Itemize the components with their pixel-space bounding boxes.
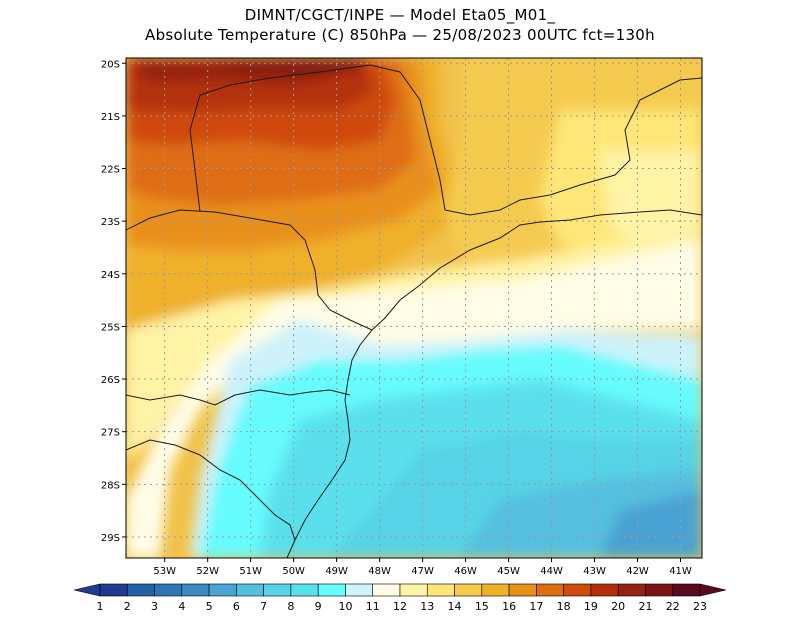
map-title-line1: DIMNT/CGCT/INPE — Model Eta05_M01_	[244, 6, 556, 24]
lat-label: 20S	[101, 59, 120, 70]
latitude-labels: 20S 21S 22S 23S 24S 25S 26S 27S 28S 29S	[101, 59, 126, 544]
colorbar-segment	[481, 583, 510, 597]
colorbar-label: 5	[206, 600, 213, 613]
graticule	[126, 58, 702, 558]
colorbar-segment	[290, 583, 319, 597]
colorbar-segment	[345, 583, 374, 597]
colorbar-segment	[372, 583, 401, 597]
colorbar-segment	[236, 583, 264, 597]
colorbar-label: 19	[584, 600, 598, 613]
colorbar-segment	[590, 583, 619, 597]
lon-label: 48W	[368, 566, 391, 577]
colorbar-label: 22	[666, 600, 680, 613]
colorbar-segment	[154, 583, 183, 597]
colorbar-label: 20	[611, 600, 625, 613]
colorbar-label: 11	[366, 600, 380, 613]
lat-label: 21S	[101, 112, 120, 123]
lon-label: 45W	[497, 566, 520, 577]
lon-label: 53W	[153, 566, 176, 577]
colorbar-segments	[73, 583, 727, 597]
colorbar-segment	[645, 583, 674, 597]
coastline-and-borders	[126, 64, 702, 558]
colorbar-segment	[208, 583, 237, 597]
colorbar-segment	[181, 583, 210, 597]
colorbar-arrow-right	[699, 583, 727, 597]
lon-label: 42W	[626, 566, 649, 577]
colorbar-segment	[617, 583, 646, 597]
colorbar-label: 23	[693, 600, 707, 613]
colorbar-label: 10	[338, 600, 352, 613]
lat-label: 25S	[101, 322, 120, 333]
colorbar-label: 12	[393, 600, 407, 613]
map-frame	[125, 57, 703, 559]
lon-label: 44W	[540, 566, 563, 577]
colorbar-segment	[399, 583, 428, 597]
lat-label: 24S	[101, 270, 120, 281]
lon-label: 51W	[239, 566, 262, 577]
colorbar-segment	[563, 583, 592, 597]
lat-label: 27S	[101, 428, 120, 439]
colorbar-label: 17	[529, 600, 543, 613]
colorbar-label: 21	[638, 600, 652, 613]
colorbar-segment	[126, 583, 155, 597]
colorbar-label: 18	[557, 600, 571, 613]
colorbar-label: 6	[233, 600, 240, 613]
lon-label: 47W	[411, 566, 434, 577]
lon-label: 49W	[325, 566, 348, 577]
colorbar-label: 1	[97, 600, 104, 613]
colorbar-segment	[426, 583, 455, 597]
longitude-labels: 53W 52W 51W 50W 49W 48W 47W 46W 45W 44W 43W 42W 41W	[153, 558, 692, 577]
map-title-line2: Absolute Temperature (C) 850hPa — 25/08/…	[145, 26, 655, 44]
colorbar-label: 3	[151, 600, 158, 613]
colorbar-label: 13	[420, 600, 434, 613]
colorbar-segment	[99, 583, 128, 597]
lon-label: 52W	[196, 566, 219, 577]
colorbar-segment	[508, 583, 537, 597]
lon-label: 41W	[669, 566, 692, 577]
colorbar-segment	[536, 583, 564, 597]
colorbar-segment	[672, 583, 701, 597]
lat-label: 23S	[101, 217, 120, 228]
colorbar-label: 7	[260, 600, 267, 613]
lat-label: 28S	[101, 480, 120, 491]
lon-label: 43W	[583, 566, 606, 577]
colorbar-label: 9	[315, 600, 322, 613]
lon-label: 46W	[454, 566, 477, 577]
colorbar-arrow-left	[73, 583, 101, 597]
colorbar-label: 16	[502, 600, 516, 613]
colorbar-segment	[317, 583, 346, 597]
colorbar-labels: 1 2 3 4 5 6 7 8 9 10 11 12 13 14 15 16 17 18 19 20 21 22 23	[97, 600, 708, 613]
colorbar-segment	[263, 583, 292, 597]
lat-label: 22S	[101, 165, 120, 176]
colorbar-label: 15	[475, 600, 489, 613]
colorbar-segment	[454, 583, 483, 597]
lon-label: 50W	[282, 566, 305, 577]
colorbar-label: 8	[287, 600, 294, 613]
colorbar-label: 14	[448, 600, 462, 613]
lat-label: 26S	[101, 375, 120, 386]
colorbar-label: 4	[178, 600, 185, 613]
lat-label: 29S	[101, 533, 120, 544]
colorbar-label: 2	[124, 600, 131, 613]
